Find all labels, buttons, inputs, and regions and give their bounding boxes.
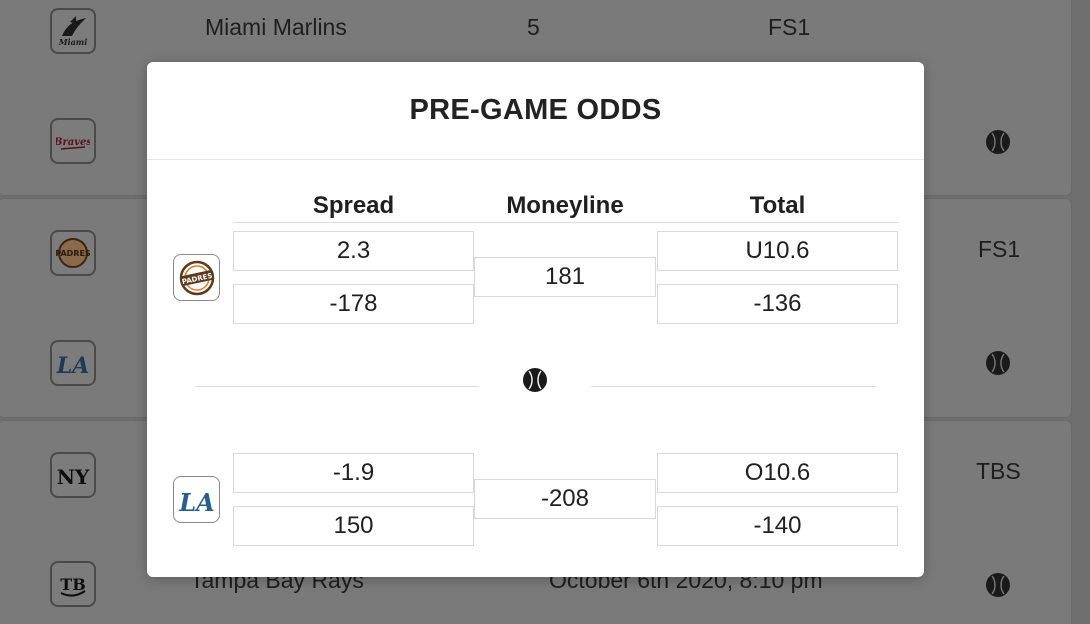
- column-header-moneyline: Moneyline: [506, 192, 624, 219]
- svg-text:Miami: Miami: [58, 37, 88, 47]
- svg-text:Braves: Braves: [56, 137, 90, 148]
- column-header-total: Total: [749, 192, 806, 219]
- matchup-divider-left: [195, 386, 479, 387]
- rays-logo-icon: TB: [50, 561, 96, 607]
- dodgers-total-line[interactable]: O10.6: [657, 453, 898, 493]
- padres-logo-icon: PADRES: [173, 254, 220, 301]
- svg-text:TB: TB: [60, 575, 85, 594]
- svg-text:PADRES: PADRES: [56, 249, 90, 258]
- dodgers-spread-odds[interactable]: 150: [233, 506, 474, 546]
- modal-title: PRE-GAME ODDS: [409, 94, 662, 126]
- header-divider: [233, 222, 899, 223]
- marlins-logo-icon: Miami: [50, 8, 96, 54]
- pre-game-odds-modal[interactable]: PRE-GAME ODDS Spread Moneyline Total PAD…: [147, 62, 924, 577]
- braves-logo-icon: Braves: [50, 118, 96, 164]
- svg-text:LA: LA: [56, 353, 89, 379]
- dodgers-moneyline[interactable]: -208: [474, 479, 656, 519]
- baseball-icon: [986, 573, 1010, 597]
- padres-total-odds[interactable]: -136: [657, 284, 898, 324]
- tv-network: FS1: [768, 14, 811, 40]
- baseball-icon: [986, 130, 1010, 154]
- matchup-divider-right: [591, 386, 876, 387]
- dodgers-logo-icon: LA: [50, 340, 96, 386]
- team-name[interactable]: Miami Marlins: [205, 14, 347, 40]
- padres-total-line[interactable]: U10.6: [657, 231, 898, 271]
- dodgers-logo-icon: LA: [173, 476, 220, 523]
- dodgers-total-odds[interactable]: -140: [657, 506, 898, 546]
- padres-spread-line[interactable]: 2.3: [233, 231, 474, 271]
- yankees-logo-icon: NY: [50, 452, 96, 498]
- modal-header: PRE-GAME ODDS: [147, 62, 924, 160]
- padres-logo-icon: PADRES: [50, 230, 96, 276]
- svg-text:LA: LA: [178, 488, 215, 517]
- baseball-icon: [523, 368, 547, 392]
- padres-moneyline[interactable]: 181: [474, 257, 656, 297]
- score: 5: [527, 14, 540, 40]
- baseball-icon: [986, 351, 1010, 375]
- tv-network: FS1: [978, 236, 1021, 262]
- column-header-spread: Spread: [312, 192, 395, 219]
- svg-text:NY: NY: [57, 465, 90, 489]
- padres-spread-odds[interactable]: -178: [233, 284, 474, 324]
- tv-network: TBS: [976, 458, 1021, 484]
- dodgers-spread-line[interactable]: -1.9: [233, 453, 474, 493]
